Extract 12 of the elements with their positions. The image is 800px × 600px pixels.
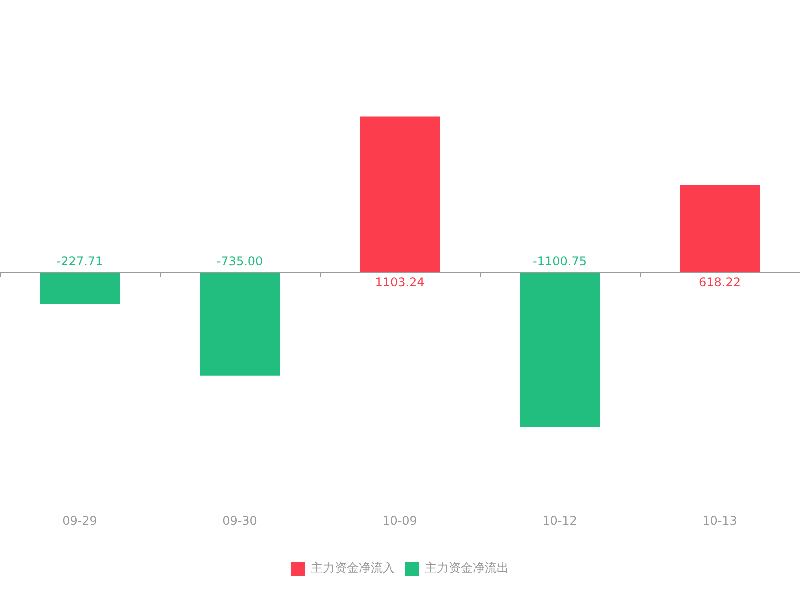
legend-label: 主力资金净流入 <box>311 561 395 576</box>
data-label: 618.22 <box>699 275 741 290</box>
x-tick-label: 09-30 <box>222 514 258 528</box>
x-tick-label: 10-09 <box>382 514 418 528</box>
data-label: 1103.24 <box>375 275 425 290</box>
x-tick-label: 10-13 <box>702 514 738 528</box>
data-label: -1100.75 <box>533 254 587 268</box>
data-label: -227.71 <box>56 254 104 268</box>
x-tick-label: 10-12 <box>542 514 578 528</box>
legend-label: 主力资金净流出 <box>425 561 509 576</box>
x-tick-label: 09-29 <box>62 514 98 528</box>
data-label: -735.00 <box>216 254 264 268</box>
